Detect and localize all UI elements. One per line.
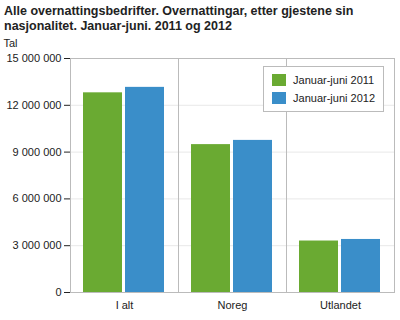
svg-text:Noreg: Noreg — [218, 299, 248, 311]
svg-text:12 000 000: 12 000 000 — [6, 99, 61, 111]
svg-text:3 000 000: 3 000 000 — [13, 239, 62, 251]
html-text:Alle overnattingsbedrifter. Ov: Alle overnattingsbedrifter. Overnattinga… — [4, 4, 354, 33]
html-text:Januar-juni 2011: Januar-juni 2011 — [293, 74, 375, 86]
svg-text:Utlandet: Utlandet — [320, 299, 361, 311]
svg-text:Tal: Tal — [4, 37, 18, 49]
svg-text:0: 0 — [55, 286, 61, 298]
svg-text:6 000 000: 6 000 000 — [13, 192, 62, 204]
svg-text:I alt: I alt — [116, 299, 134, 311]
html-text:Januar-juni 2012: Januar-juni 2012 — [293, 92, 375, 104]
svg-text:15 000 000: 15 000 000 — [6, 52, 61, 64]
svg-text:9 000 000: 9 000 000 — [13, 146, 62, 158]
